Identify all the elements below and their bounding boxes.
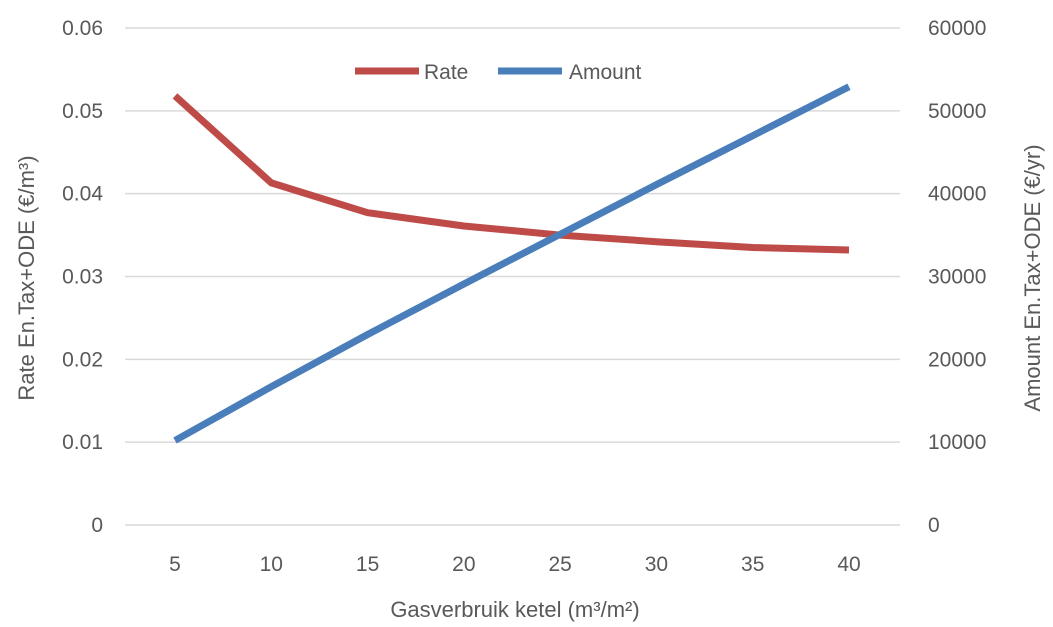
x-tick-label: 20: [452, 553, 475, 576]
y-left-tick-label: 0.05: [62, 100, 103, 123]
y-right-tick-label: 60000: [928, 17, 986, 40]
series-group: [172, 83, 851, 444]
y-axis-left-title: Rate En.Tax+ODE (€/m³): [14, 155, 39, 400]
y-left-tick-label: 0.03: [62, 266, 103, 289]
x-axis-ticks: 5 10 15 20 25 30 35 40: [169, 553, 861, 576]
x-tick-label: 25: [548, 553, 571, 576]
left-axis-ticks: 0 0.01 0.02 0.03 0.04 0.05 0.06: [62, 17, 103, 537]
y-right-tick-label: 30000: [928, 266, 986, 289]
y-right-tick-label: 10000: [928, 431, 986, 454]
x-tick-label: 10: [260, 553, 283, 576]
y-right-tick-label: 50000: [928, 100, 986, 123]
right-axis-ticks: 0 10000 20000 30000 40000 50000 60000: [928, 17, 986, 537]
series-line-rate: [172, 93, 850, 254]
y-left-tick-label: 0.04: [62, 183, 103, 206]
legend-label-amount: Amount: [569, 61, 642, 84]
x-tick-label: 40: [837, 553, 860, 576]
x-tick-label: 15: [356, 553, 379, 576]
legend: Rate Amount: [355, 61, 642, 84]
x-tick-label: 5: [169, 553, 181, 576]
y-left-tick-label: 0.06: [62, 17, 103, 40]
y-left-tick-label: 0.01: [62, 431, 103, 454]
y-left-tick-label: 0.02: [62, 348, 103, 371]
x-axis-title: Gasverbruik ketel (m³/m²): [390, 597, 639, 622]
y-left-tick-label: 0: [91, 514, 103, 537]
x-tick-label: 30: [645, 553, 668, 576]
y-axis-right-title: Amount En.Tax+ODE (€/yr): [1020, 144, 1045, 411]
legend-label-rate: Rate: [424, 61, 468, 84]
gridlines: [125, 27, 900, 526]
y-right-tick-label: 20000: [928, 348, 986, 371]
y-right-tick-label: 40000: [928, 183, 986, 206]
y-right-tick-label: 0: [928, 514, 940, 537]
x-tick-label: 35: [741, 553, 764, 576]
series-line-amount: [173, 83, 851, 444]
